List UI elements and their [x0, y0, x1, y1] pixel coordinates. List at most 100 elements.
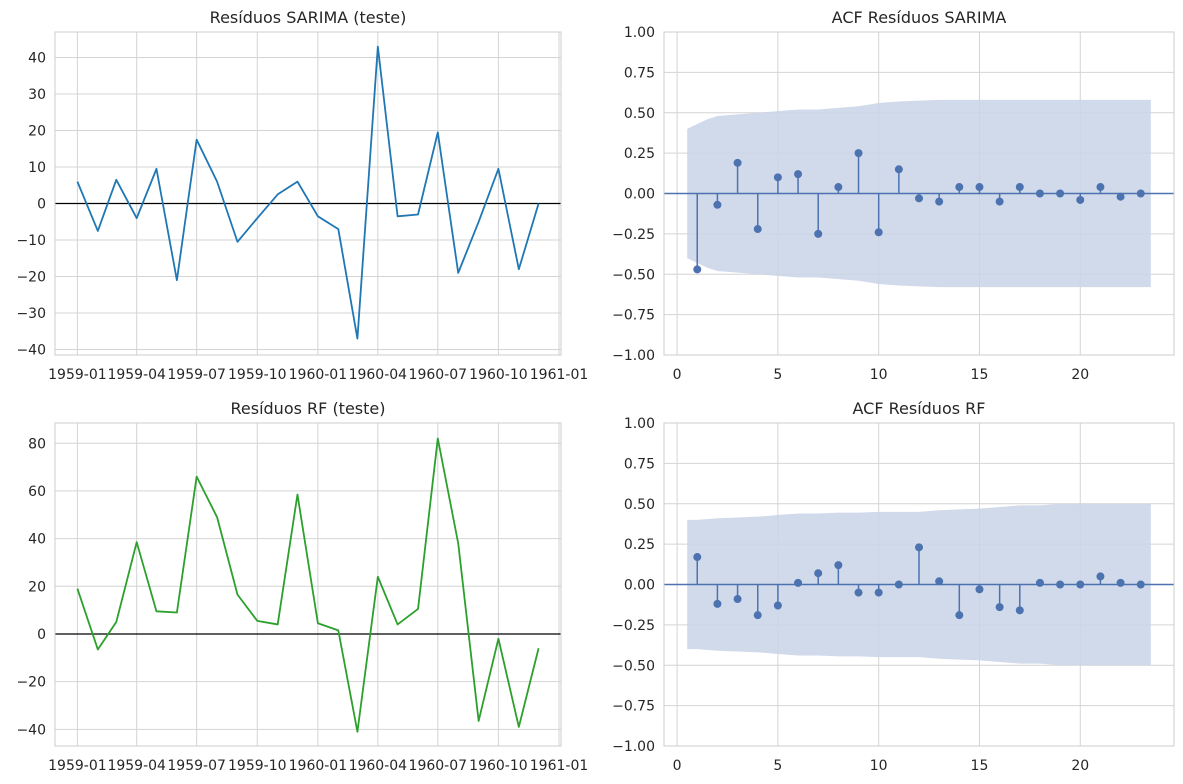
x-tick-label: 15	[971, 367, 989, 383]
y-tick-label: −10	[16, 233, 46, 249]
y-tick-label: 20	[28, 579, 46, 595]
acf-point	[915, 194, 923, 203]
acf-point	[1035, 578, 1044, 587]
y-tick-label: 60	[28, 484, 46, 500]
acf-point	[1015, 183, 1024, 192]
acf-point	[955, 183, 964, 192]
acf-point	[995, 197, 1004, 206]
y-tick-label: −20	[16, 270, 46, 286]
sarima-residuals-title: Resíduos SARIMA (teste)	[210, 8, 407, 27]
y-tick-label: −1.00	[612, 348, 655, 364]
x-tick-label: 1959-04	[107, 367, 166, 383]
y-tick-label: −0.25	[612, 227, 655, 243]
acf-point	[773, 601, 782, 610]
rf-acf-plot: ACF Resíduos RF 0 5 10 15 20 −1.00 −0.75 −0.50 −…	[612, 399, 1175, 774]
y-tick-label: −0.75	[612, 699, 655, 715]
y-tick-label: 0.00	[624, 187, 655, 203]
y-tick-label: 0.50	[624, 497, 655, 513]
y-tick-label: 0.25	[624, 537, 655, 553]
x-tick-label: 1959-10	[228, 367, 287, 383]
y-tick-label: 0.00	[624, 578, 655, 594]
acf-point	[1076, 195, 1085, 204]
acf-point	[854, 149, 863, 158]
y-tick-label: 10	[28, 160, 46, 176]
acf-point	[713, 599, 722, 608]
acf-point	[834, 561, 843, 570]
acf-point	[1076, 580, 1085, 589]
acf-point	[874, 228, 883, 237]
acf-point	[1136, 189, 1145, 198]
x-tick-label: 1959-01	[48, 367, 107, 383]
acf-point	[995, 603, 1004, 612]
acf-point	[975, 183, 984, 192]
acf-point	[814, 229, 823, 238]
residual-series-line	[76, 437, 540, 733]
acf-point	[1056, 189, 1065, 198]
y-tick-label: 0.25	[624, 146, 655, 162]
acf-point	[975, 585, 984, 594]
acf-point	[693, 553, 702, 562]
x-tick-label: 1961-01	[530, 758, 589, 774]
x-tick-label: 1959-01	[48, 758, 107, 774]
rf-residuals-title: Resíduos RF (teste)	[231, 399, 386, 418]
plot-frame	[54, 422, 562, 747]
y-tick-label: −0.25	[612, 618, 655, 634]
x-tick-label: 1960-10	[469, 367, 528, 383]
x-tick-label: 1960-01	[289, 367, 348, 383]
x-tick-label: 0	[673, 758, 682, 774]
x-tick-label: 1959-07	[167, 367, 226, 383]
acf-point	[935, 197, 944, 206]
x-tick-label: 1960-07	[409, 367, 468, 383]
acf-point	[794, 578, 803, 587]
y-tick-label: −0.50	[612, 267, 655, 283]
y-tick-label: −20	[16, 675, 46, 691]
y-tick-label: −0.75	[612, 308, 655, 324]
rf-acf-title: ACF Resíduos RF	[853, 399, 986, 418]
acf-point	[874, 588, 883, 597]
y-tick-label: 40	[28, 51, 46, 67]
acf-point	[894, 165, 903, 174]
y-tick-label: −40	[16, 722, 46, 738]
x-tick-label: 1961-01	[530, 367, 589, 383]
acf-point	[733, 595, 742, 604]
acf-point	[1056, 580, 1065, 589]
y-tick-label: 30	[28, 87, 46, 103]
acf-point	[733, 158, 742, 167]
x-tick-label: 20	[1071, 758, 1089, 774]
acf-point	[955, 611, 964, 620]
y-tick-label: 0.50	[624, 106, 655, 122]
x-tick-label: 0	[673, 367, 682, 383]
x-tick-label: 10	[870, 367, 888, 383]
acf-point	[935, 577, 944, 586]
x-tick-label: 1960-04	[349, 758, 408, 774]
x-tick-label: 1960-10	[469, 758, 528, 774]
y-tick-label: −0.50	[612, 658, 655, 674]
x-tick-label: 15	[971, 758, 989, 774]
acf-point	[854, 588, 863, 597]
acf-point	[1035, 189, 1044, 198]
acf-point	[794, 170, 803, 179]
y-tick-label: 80	[28, 436, 46, 452]
x-tick-label: 1959-07	[167, 758, 226, 774]
acf-point	[693, 265, 702, 274]
x-tick-label: 1960-04	[349, 367, 408, 383]
acf-point	[915, 543, 923, 552]
plot-frame	[663, 31, 1175, 356]
x-tick-label: 5	[773, 367, 782, 383]
plot-frame	[54, 31, 562, 356]
acf-point	[1096, 572, 1105, 581]
y-tick-label: 40	[28, 532, 46, 548]
acf-point	[1136, 580, 1145, 589]
acf-point	[814, 569, 823, 578]
sarima-acf-title: ACF Resíduos SARIMA	[832, 8, 1007, 27]
y-tick-label: 0.75	[624, 65, 655, 81]
y-tick-label: 0.75	[624, 456, 655, 472]
x-tick-label: 20	[1071, 367, 1089, 383]
y-tick-label: 20	[28, 124, 46, 140]
gridlines	[55, 32, 561, 355]
y-tick-label: −30	[16, 306, 46, 322]
x-tick-label: 5	[773, 758, 782, 774]
acf-point	[1116, 578, 1125, 587]
acf-point	[753, 611, 762, 620]
